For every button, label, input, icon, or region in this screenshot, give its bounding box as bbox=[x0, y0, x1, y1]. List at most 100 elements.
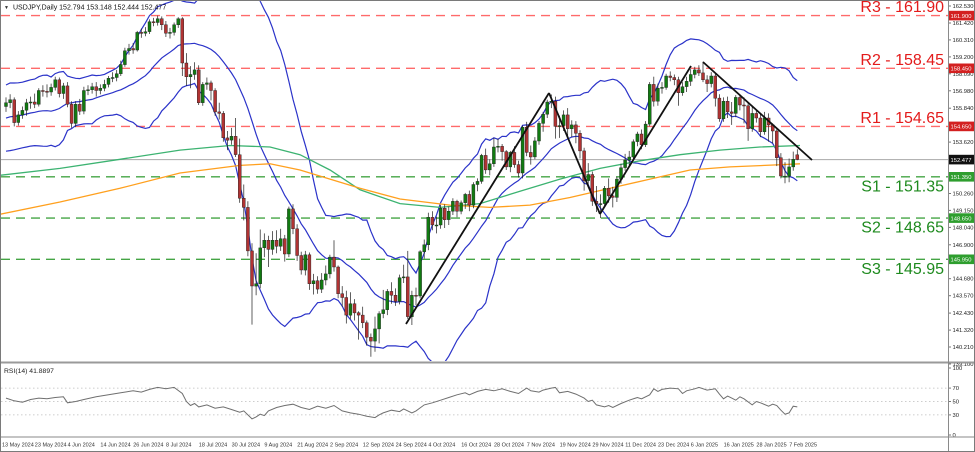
date-label[interactable]: 23 May 2024 bbox=[35, 443, 67, 449]
date-label[interactable]: 26 Jun 2024 bbox=[133, 443, 163, 449]
candle-body-up bbox=[557, 125, 562, 127]
candle-body-up bbox=[680, 86, 685, 93]
candle-body-down bbox=[639, 133, 644, 145]
candle-body-up bbox=[192, 69, 197, 75]
date-label[interactable]: 9 Aug 2024 bbox=[264, 443, 292, 449]
date-label[interactable]: 14 Jun 2024 bbox=[100, 443, 130, 449]
date-label[interactable]: 29 Nov 2024 bbox=[592, 443, 623, 449]
date-label[interactable]: 28 Jan 2025 bbox=[756, 443, 786, 449]
axis-tag-R2 bbox=[949, 63, 975, 74]
candle-body-down bbox=[356, 312, 361, 316]
candle-body-down bbox=[283, 238, 287, 255]
price-axis-tick-label: 140.210 bbox=[953, 345, 974, 351]
date-label[interactable]: 8 Jul 2024 bbox=[166, 443, 191, 449]
trendline-4[interactable] bbox=[702, 61, 813, 161]
candle-body-up bbox=[438, 207, 443, 226]
date-label[interactable]: 7 Feb 2025 bbox=[789, 443, 817, 449]
date-label[interactable]: 6 Jan 2025 bbox=[691, 443, 718, 449]
date-label[interactable]: 28 Oct 2024 bbox=[494, 443, 524, 449]
date-label[interactable]: 16 Oct 2024 bbox=[461, 443, 491, 449]
date-label[interactable]: 12 Sep 2024 bbox=[363, 443, 394, 449]
candle-body-down bbox=[672, 77, 676, 80]
candle-body-up bbox=[520, 126, 525, 174]
price-axis-tick-label: 160.310 bbox=[953, 38, 974, 44]
candle-body-down bbox=[274, 239, 279, 247]
date-label[interactable]: 18 Jul 2024 bbox=[199, 443, 227, 449]
axis-tag-current-price bbox=[949, 154, 975, 165]
candle-body-up bbox=[586, 174, 590, 181]
date-label[interactable]: 19 Nov 2024 bbox=[560, 443, 591, 449]
date-label[interactable]: 11 Dec 2024 bbox=[625, 443, 656, 449]
candle-body-down bbox=[266, 239, 271, 250]
date-label[interactable]: 7 Nov 2024 bbox=[527, 443, 555, 449]
candle-body-up bbox=[328, 256, 332, 275]
date-label[interactable]: 2 Sep 2024 bbox=[330, 443, 358, 449]
candle-body-up bbox=[397, 277, 402, 302]
candle-body-down bbox=[705, 79, 709, 84]
candle-body-down bbox=[160, 18, 164, 26]
axis-tag-R1 bbox=[949, 121, 975, 132]
date-label[interactable]: 13 May 2024 bbox=[2, 443, 34, 449]
candle-body-up bbox=[537, 123, 541, 142]
candle-body-up bbox=[783, 175, 787, 178]
candle-body-up bbox=[631, 141, 635, 158]
candle-body-down bbox=[361, 314, 365, 323]
rsi-panel[interactable] bbox=[0, 364, 948, 437]
date-label[interactable]: 24 Sep 2024 bbox=[396, 443, 427, 449]
trendline-2[interactable] bbox=[548, 92, 601, 215]
trendline-1[interactable] bbox=[405, 92, 550, 325]
ma-fast-line bbox=[1, 144, 801, 209]
axis-tag-R1-text: 154.650 bbox=[951, 125, 972, 131]
candle-body-down bbox=[500, 146, 504, 152]
date-label[interactable]: 23 Dec 2024 bbox=[658, 443, 689, 449]
price-axis-tick-label: 139.100 bbox=[953, 362, 974, 368]
time-axis[interactable] bbox=[0, 437, 948, 452]
candle-body-down bbox=[516, 164, 521, 174]
candle-body-down bbox=[730, 111, 734, 114]
candle-body-up bbox=[533, 140, 537, 158]
candle-body-down bbox=[242, 197, 246, 208]
candle-body-down bbox=[307, 254, 312, 285]
candle-body-down bbox=[57, 79, 61, 94]
date-label[interactable]: 4 Jun 2024 bbox=[68, 443, 95, 449]
price-axis-tick-label: 144.680 bbox=[953, 277, 974, 283]
candle-body-down bbox=[237, 154, 242, 199]
date-label[interactable]: 30 Jul 2024 bbox=[232, 443, 260, 449]
candle-body-up bbox=[98, 87, 103, 91]
rsi-axis-label: 50 bbox=[953, 400, 959, 406]
price-axis-tick-label: 148.040 bbox=[953, 225, 974, 231]
candle-body-up bbox=[287, 208, 291, 255]
chart-plot-area[interactable] bbox=[0, 0, 948, 361]
candle-body-down bbox=[406, 276, 410, 317]
candle-body-up bbox=[660, 87, 664, 89]
candle-body-up bbox=[168, 32, 172, 34]
price-axis-tick-label: 150.260 bbox=[953, 192, 974, 198]
candle-body-down bbox=[742, 104, 746, 107]
price-axis-layer: 162.530 161.420 160.310 159.200 158.090 156.9… bbox=[948, 4, 975, 368]
price-axis-tick-label: 162.530 bbox=[953, 4, 974, 10]
candle-body-up bbox=[270, 239, 275, 250]
candle-body-down bbox=[340, 293, 344, 298]
date-label[interactable]: 4 Oct 2024 bbox=[428, 443, 455, 449]
candle-body-down bbox=[164, 24, 168, 34]
candle-body-up bbox=[721, 100, 726, 119]
candle-body-down bbox=[795, 154, 799, 160]
rsi-axis-label: 70 bbox=[953, 386, 959, 392]
ma-slow-line bbox=[1, 163, 801, 215]
level-label-S1: S1 - 151.35 bbox=[861, 178, 944, 195]
candle-body-down bbox=[590, 174, 594, 202]
candle-body-up bbox=[734, 97, 738, 114]
price-axis-tick-label: 158.090 bbox=[953, 72, 974, 78]
trendline-3[interactable] bbox=[599, 65, 692, 215]
candle-body-down bbox=[758, 117, 763, 133]
price-axis[interactable] bbox=[948, 0, 975, 452]
candle-body-up bbox=[381, 309, 385, 314]
candle-body-up bbox=[643, 123, 648, 145]
collapse-indicator-icon[interactable]: ▼ bbox=[4, 5, 9, 11]
candle-body-down bbox=[299, 255, 303, 271]
candle-body-up bbox=[229, 136, 234, 141]
candle-body-up bbox=[635, 133, 640, 142]
date-label[interactable]: 21 Aug 2024 bbox=[297, 443, 328, 449]
date-label[interactable]: 16 Jan 2025 bbox=[724, 443, 754, 449]
level-label-R1: R1 - 154.65 bbox=[860, 110, 944, 127]
